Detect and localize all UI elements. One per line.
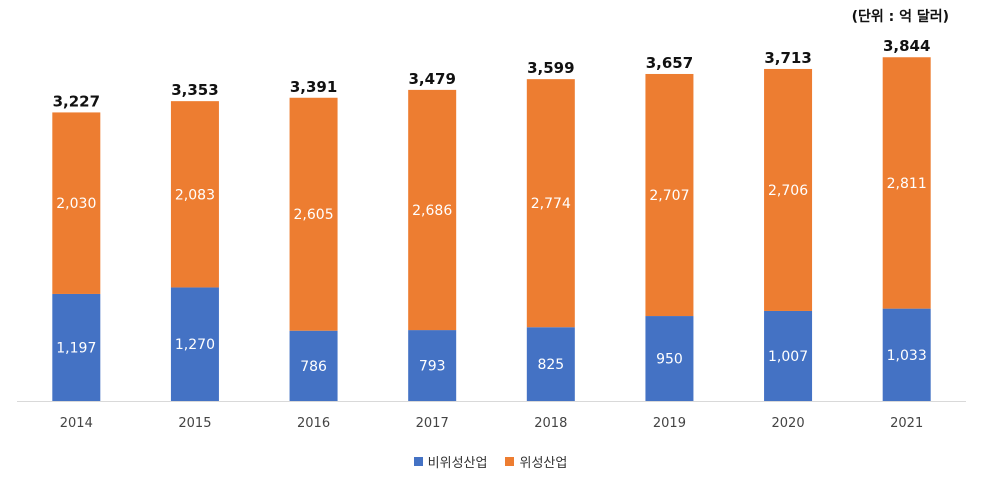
bar-satellite-2020 xyxy=(764,68,813,311)
total-label-2021: 3,844 xyxy=(883,37,930,55)
legend: 비위성산업 위성산업 xyxy=(0,452,981,471)
x-tick-label-2019: 2019 xyxy=(653,416,686,431)
bar-non-satellite-2019 xyxy=(645,316,694,401)
bar-non-satellite-2017 xyxy=(408,330,457,401)
bar-satellite-2019 xyxy=(645,73,694,317)
x-tick-label-2021: 2021 xyxy=(890,416,923,431)
total-label-2016: 3,391 xyxy=(290,78,337,96)
data-label-non-satellite-2014: 1,197 xyxy=(56,340,96,356)
bar-non-satellite-2015 xyxy=(170,287,219,401)
data-label-satellite-2019: 2,707 xyxy=(649,188,689,204)
bar-non-satellite-2014 xyxy=(52,293,101,401)
bar-satellite-2015 xyxy=(170,101,219,288)
x-tick-label-2018: 2018 xyxy=(534,416,567,431)
bar-satellite-2014 xyxy=(52,112,101,294)
total-label-2020: 3,713 xyxy=(764,49,811,67)
x-tick-label-2015: 2015 xyxy=(178,416,211,431)
bar-satellite-2017 xyxy=(408,89,457,331)
data-label-non-satellite-2016: 786 xyxy=(300,359,327,375)
total-label-2017: 3,479 xyxy=(408,70,455,88)
total-label-2019: 3,657 xyxy=(646,54,693,72)
bar-non-satellite-2021 xyxy=(882,308,931,401)
legend-item-satellite: 위성산업 xyxy=(505,452,567,471)
unit-label: (단위 : 억 달러) xyxy=(851,9,949,25)
data-label-non-satellite-2019: 950 xyxy=(656,352,683,368)
bar-satellite-2021 xyxy=(882,57,931,309)
x-tick-label-2014: 2014 xyxy=(60,416,93,431)
data-label-satellite-2015: 2,083 xyxy=(175,187,215,203)
legend-swatch-non-satellite xyxy=(413,457,423,466)
bar-non-satellite-2016 xyxy=(289,330,338,401)
bar-non-satellite-2018 xyxy=(526,327,575,401)
bar-satellite-2016 xyxy=(289,97,338,331)
bar-non-satellite-2020 xyxy=(764,310,813,401)
data-label-satellite-2021: 2,811 xyxy=(887,176,927,192)
data-label-non-satellite-2020: 1,007 xyxy=(768,349,808,365)
legend-label-satellite: 위성산업 xyxy=(519,456,568,471)
x-tick-label-2017: 2017 xyxy=(416,416,449,431)
legend-item-non-satellite: 비위성산업 xyxy=(413,452,488,471)
data-label-non-satellite-2017: 793 xyxy=(419,359,446,375)
total-label-2014: 3,227 xyxy=(53,92,100,110)
data-label-satellite-2016: 2,605 xyxy=(294,207,334,223)
data-label-non-satellite-2015: 1,270 xyxy=(175,337,215,353)
bar-satellite-2018 xyxy=(526,79,575,328)
data-label-satellite-2014: 2,030 xyxy=(56,196,96,212)
data-label-satellite-2020: 2,706 xyxy=(768,183,808,199)
legend-swatch-satellite xyxy=(505,457,515,466)
legend-label-non-satellite: 비위성산업 xyxy=(427,456,488,471)
data-label-non-satellite-2021: 1,033 xyxy=(887,348,927,364)
x-tick-label-2020: 2020 xyxy=(772,416,805,431)
data-label-satellite-2018: 2,774 xyxy=(531,196,571,212)
total-label-2015: 3,353 xyxy=(171,81,218,99)
x-tick-label-2016: 2016 xyxy=(297,416,330,431)
data-label-satellite-2017: 2,686 xyxy=(412,203,452,219)
data-label-non-satellite-2018: 825 xyxy=(537,357,564,373)
total-label-2018: 3,599 xyxy=(527,59,574,77)
